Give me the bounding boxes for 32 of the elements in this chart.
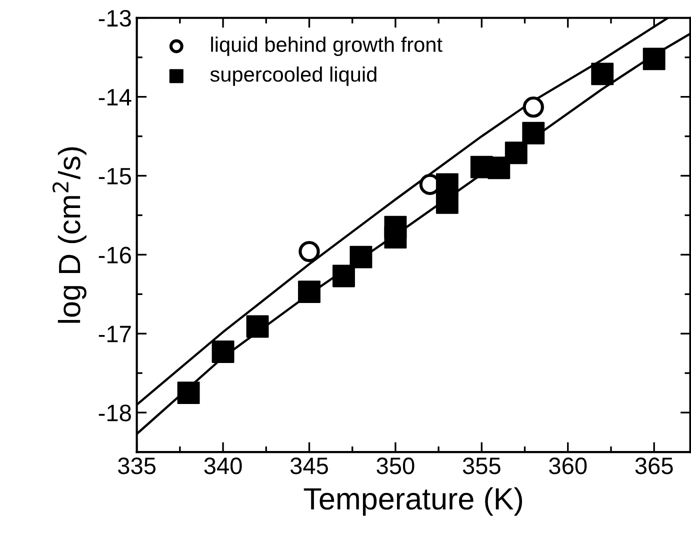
point: [332, 264, 355, 288]
y-tick-label: -18: [98, 404, 131, 422]
point: [504, 142, 528, 164]
legend-label: supercooled liquid: [210, 66, 376, 86]
y-tick-label: -16: [98, 246, 131, 264]
x-tick-label: 350: [376, 458, 414, 474]
point: [177, 382, 200, 404]
point: [522, 122, 545, 144]
y-axis-title: log D (cm$^{2}$/s): [52, 147, 86, 323]
x-tick-label: 340: [204, 458, 242, 474]
x-axis-title: Temperature (K): [304, 487, 522, 516]
point: [212, 340, 234, 364]
point: [246, 315, 269, 338]
point: [488, 156, 510, 180]
point: [642, 48, 666, 70]
point: [350, 246, 372, 268]
point: [298, 280, 320, 304]
x-tick-label: 365: [635, 458, 673, 474]
x-tick-label: 360: [549, 458, 587, 474]
point: [436, 191, 458, 214]
x-tick-label: 355: [462, 458, 500, 474]
y-tick-label: -13: [98, 10, 131, 27]
y-tick-label: -15: [98, 168, 131, 185]
point: [591, 62, 614, 86]
legend-label: liquid behind growth front: [211, 36, 442, 56]
y-tick-label: -14: [98, 89, 132, 106]
point: [298, 240, 320, 262]
point: [522, 96, 544, 118]
x-tick-label: 335: [118, 458, 156, 474]
x-tick-label: 345: [290, 458, 328, 474]
point: [384, 226, 407, 249]
y-tick-label: -17: [98, 326, 131, 342]
